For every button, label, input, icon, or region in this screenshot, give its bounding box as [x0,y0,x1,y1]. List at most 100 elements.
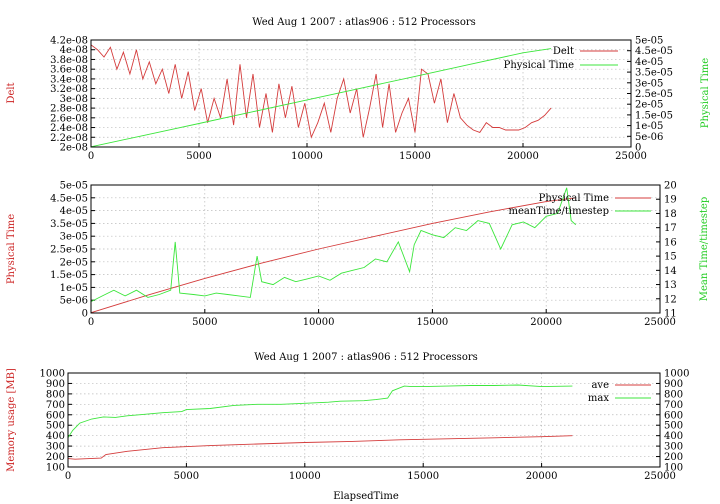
panel-1-ytick-label: 2.4e-08 [50,123,88,134]
panel-2-y2tick-label: 12 [664,294,677,305]
panel-3-ytick-label: 500 [46,421,65,432]
panel-1-legend: Delt Physical Time [504,46,618,71]
panel-3-ylabel: Memory usage [MB] [6,368,17,472]
panel-1-ytick-label: 2.8e-08 [50,104,88,115]
panel-1-y2tick-label: 1e-05 [635,121,663,132]
panel-2-ytick-label: 1e-05 [60,283,88,294]
legend-meantime-label: meanTime/timestep [508,206,609,217]
panel-2-ytick-label: 3.5e-05 [50,219,88,230]
panel-3-ytick-label: 1000 [40,369,65,380]
legend-max-label: max [588,393,609,404]
panel-2-y2tick-label: 20 [664,181,677,192]
panel-3-xlabel: ElapsedTime [333,491,399,502]
panel-1-ytick-label: 4.2e-08 [50,36,88,47]
panel-1-xtick-label: 15000 [399,151,431,162]
panel-1-y2tick-label: 0 [635,143,641,154]
panel-3-xtick-label: 5000 [174,471,199,482]
panel-2-y2tick-label: 19 [664,195,677,206]
panel-3-ytick-label: 600 [46,410,65,421]
panel-3-ytick-label: 800 [46,389,65,400]
panel-2-y2tick-label: 16 [664,237,677,248]
panel-3-xtick-label: 20000 [526,471,558,482]
panel-1-y2tick-label: 3.5e-05 [635,68,673,79]
panel-2-ytick-label: 1.5e-05 [50,270,88,281]
panel-3-ytick-label: 100 [46,463,65,474]
panel-2-ylabel: Physical Time [6,214,17,284]
panel-2-xtick-label: 10000 [303,317,335,328]
panel-2-ytick-label: 4.5e-05 [50,193,88,204]
panel-1-ytick-label: 2e-08 [60,143,88,154]
panel-3-ytick-label: 300 [46,442,65,453]
legend-physical-time-2-label: Physical Time [539,193,609,204]
panel-1-ylabel: Delt [6,82,17,103]
panel-3-y2tick-label: 600 [664,410,683,421]
panel-3-y2tick-label: 100 [664,463,683,474]
panel-1-ytick-label: 4e-08 [60,45,88,56]
panel-2-frame [90,184,661,314]
panel-2-y2tick-label: 11 [664,309,677,320]
panel-1-xtick-label: 10000 [291,151,323,162]
panel-3-y2tick-label: 700 [664,400,683,411]
panel-3-xtick-label: 25000 [644,471,676,482]
panel-1-y2tick-label: 1.5e-05 [635,110,673,121]
panel-2-ytick-label: 5e-05 [60,181,88,192]
legend-physical-time-label: Physical Time [504,60,574,71]
panel-3-y2tick-label: 900 [664,379,683,390]
panel-1-ytick-label: 3e-08 [60,94,88,105]
panel-2-xtick-label: 15000 [416,317,448,328]
panel-1-ytick-label: 3.2e-08 [50,84,88,95]
panel-2: Physical Time Mean Time/timestep 0 5000 10… [6,181,710,329]
panel-2-xtick-label: 20000 [530,317,562,328]
panel-2-xtick-label: 5000 [192,317,217,328]
panel-3-ytick-label: 700 [46,400,65,411]
panel-2-xtick-label: 0 [88,317,94,328]
panel-2-series-0-line [90,197,576,314]
panel-3-y2tick-label: 300 [664,442,683,453]
panel-3-ytick-label: 400 [46,431,65,442]
panel-1-series-0-line [90,44,552,139]
panel-2-ytick-label: 2.5e-05 [50,245,88,256]
panel-3-ytick-label: 200 [46,452,65,463]
panel-3-xtick-label: 0 [65,471,71,482]
panel-1-ytick-label: 3.4e-08 [50,74,88,85]
panel-1-ytick-label: 2.2e-08 [50,133,88,144]
panel-2-series-1-line [90,187,577,303]
legend-ave-label: ave [591,380,609,391]
panel-2-ytick-label: 4e-05 [60,206,88,217]
panel-2-xtick-label: 25000 [644,317,676,328]
panel-3-xtick-label: 10000 [289,471,321,482]
panel-1-y2tick-label: 2e-05 [635,100,663,111]
panel-2-y2tick-label: 13 [664,280,677,291]
panel-3-legend: ave max [588,380,651,404]
panel-1-y2tick-label: 2.5e-05 [635,89,673,100]
panel-3-y2tick-label: 200 [664,452,683,463]
panel-1-ytick-label: 3.6e-08 [50,65,88,76]
panel-2-legend: Physical Time meanTime/timestep [508,193,651,217]
panel-1-series-1-line [90,48,552,148]
panel-1-xtick-label: 20000 [507,151,539,162]
panel-2-y2tick-label: 14 [664,266,677,277]
panel-2-y2tick-label: 15 [664,252,677,263]
panel-3-title: Wed Aug 1 2007 : atlas906 : 512 Processo… [254,352,478,363]
panel-1-frame [90,39,632,148]
panel-1-xtick-label: 25000 [615,151,647,162]
panel-3-y2tick-label: 800 [664,389,683,400]
panel-2-y2label: Mean Time/timestep [699,197,710,301]
panel-1-y2tick-label: 4.5e-05 [635,46,673,57]
panel-3-xtick-label: 15000 [407,471,439,482]
panel-1-ytick-label: 3.8e-08 [50,55,88,66]
panel-2-ytick-label: 3e-05 [60,232,88,243]
panel-1-y2tick-label: 3e-05 [635,78,663,89]
panel-2-y2tick-label: 17 [664,223,677,234]
panel-3-series-0-line [67,435,573,460]
panel-2-y2tick-label: 18 [664,209,677,220]
panel-2-ytick-label: 5e-06 [60,296,88,307]
panel-1: Wed Aug 1 2007 : atlas906 : 512 Processo… [6,17,711,162]
legend-delt-label: Delt [553,46,574,57]
panel-1-xtick-label: 5000 [186,151,211,162]
panel-3-ytick-label: 900 [46,379,65,390]
panel-2-ytick-label: 2e-05 [60,257,88,268]
panel-3-y2tick-label: 400 [664,431,683,442]
panel-3-frame [67,372,661,468]
